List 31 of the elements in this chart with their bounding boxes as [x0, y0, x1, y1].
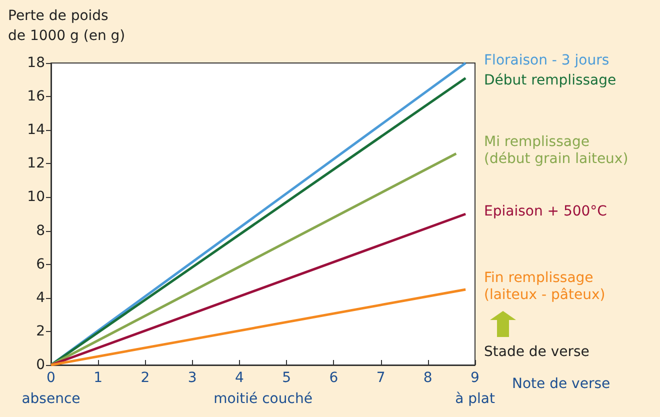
y-tick-label: 6: [36, 256, 46, 272]
x-tick-label: 5: [282, 370, 292, 386]
series-label: Fin remplissage (laiteux - pâteux): [484, 270, 606, 303]
y-tick-label: 4: [36, 290, 46, 306]
x-tick-label: 1: [94, 370, 103, 386]
y-tick-label: 16: [27, 88, 46, 105]
text: absence: [22, 391, 80, 407]
y-tick-label: 18: [27, 55, 45, 71]
text: à plat: [455, 391, 496, 407]
y-tick-label: 10: [27, 189, 45, 206]
series-label: Floraison - 3 jours: [484, 52, 610, 68]
y-tick-label: 12: [27, 156, 45, 172]
x-tick-label: 6: [329, 370, 338, 386]
series-label: Début remplissage: [484, 72, 616, 88]
y-tick-label: 2: [36, 323, 45, 340]
text: moitié couché: [214, 391, 312, 407]
y-tick-label: 8: [36, 222, 45, 239]
x-tick-label: 2: [140, 370, 150, 386]
x-tick-label: 0: [46, 370, 56, 386]
y-tick-label: 14: [27, 122, 46, 138]
x-tick-label: 7: [376, 370, 386, 386]
y-tick-label: 0: [36, 357, 45, 373]
x-tick-label: 8: [423, 370, 432, 386]
x-tick-label: 4: [234, 370, 244, 386]
text: Stade de verse: [484, 344, 590, 360]
series-label: Epiaison + 500°C: [484, 204, 608, 220]
x-tick-label: 3: [188, 370, 197, 386]
x-tick-label: 9: [470, 370, 480, 386]
x-axis-title: Note de verse: [512, 376, 610, 392]
y-axis-title: Perte de poids de 1000 g (en g): [8, 8, 126, 44]
text: Mi remplissage (début grain laiteux): [484, 134, 628, 168]
